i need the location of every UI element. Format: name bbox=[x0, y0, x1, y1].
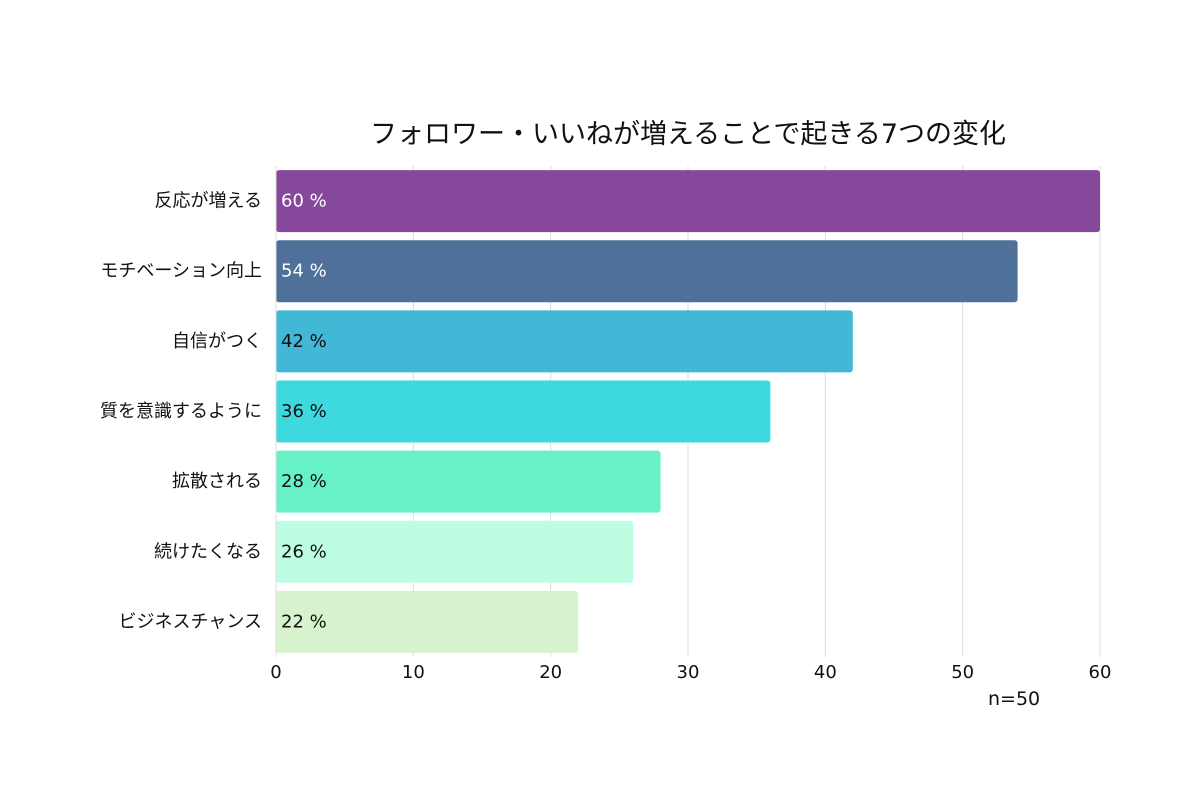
category-label: モチベーション向上 bbox=[100, 261, 262, 282]
category-label: ビジネスチャンス bbox=[119, 611, 262, 632]
data-label: 60 % bbox=[281, 191, 327, 212]
category-label: 自信がつく bbox=[172, 331, 262, 352]
bar bbox=[276, 170, 1100, 233]
data-label: 42 % bbox=[281, 331, 327, 352]
bar bbox=[276, 520, 634, 583]
x-tick-label: 40 bbox=[814, 662, 837, 683]
data-label: 36 % bbox=[281, 401, 327, 422]
x-tick-label: 60 bbox=[1089, 662, 1112, 683]
category-label: 反応が増える bbox=[155, 191, 262, 212]
bar bbox=[276, 310, 853, 373]
bar bbox=[276, 380, 771, 443]
bar bbox=[276, 240, 1018, 303]
x-tick-label: 50 bbox=[951, 662, 974, 683]
x-tick-label: 30 bbox=[677, 662, 700, 683]
data-label: 22 % bbox=[281, 611, 327, 632]
category-label: 質を意識するように bbox=[100, 401, 262, 422]
sample-size-note: n=50 bbox=[988, 688, 1041, 710]
data-label: 54 % bbox=[281, 261, 327, 282]
bar bbox=[276, 590, 579, 653]
data-label: 28 % bbox=[281, 471, 327, 492]
x-tick-label: 10 bbox=[402, 662, 425, 683]
x-tick-label: 0 bbox=[270, 662, 281, 683]
category-label: 続けたくなる bbox=[154, 541, 262, 562]
x-tick-label: 20 bbox=[539, 662, 562, 683]
category-label: 拡散される bbox=[172, 471, 262, 492]
data-label: 26 % bbox=[281, 541, 327, 562]
bar bbox=[276, 450, 661, 513]
chart-title: フォロワー・いいねが増えることで起きる7つの変化 bbox=[369, 119, 1007, 150]
